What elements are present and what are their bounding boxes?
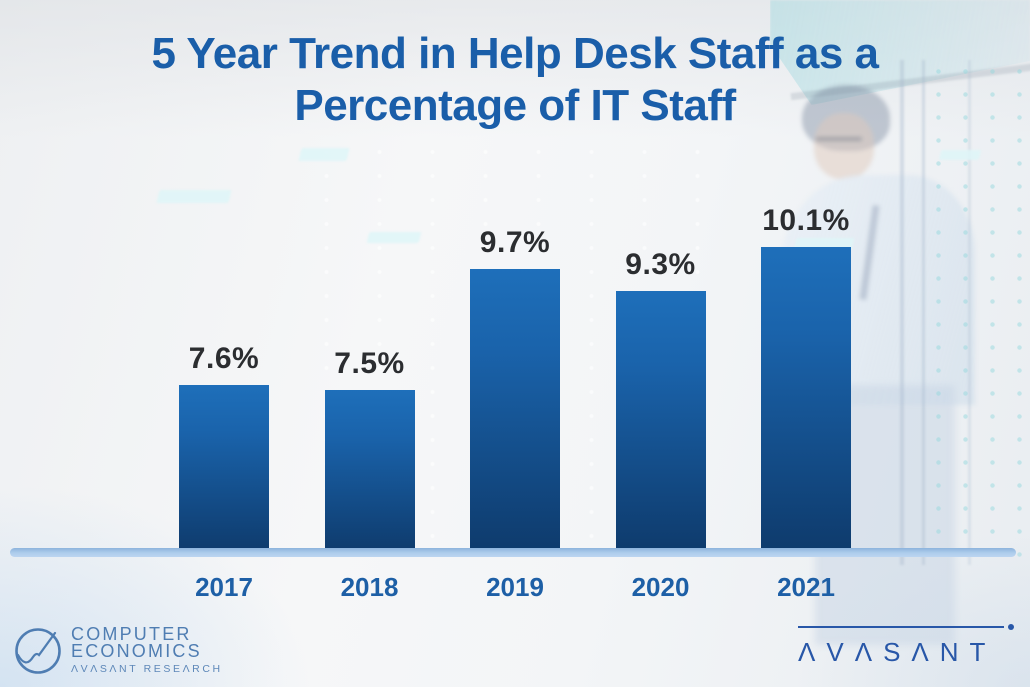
computer-economics-logo-text: COMPUTER ECONOMICS ΛVΛSΛNT RESEΛRCH [71, 625, 223, 675]
bar-group-2017: 7.6% 2017 [179, 342, 269, 602]
chart-title-line2: Percentage of IT Staff [294, 80, 736, 130]
bar-2017 [179, 384, 269, 555]
bar-group-2019: 9.7% 2019 [470, 226, 560, 602]
chart-title-line1: 5 Year Trend in Help Desk Staff as a [151, 29, 879, 78]
bar-value-label-2021: 10.1% [762, 204, 850, 237]
logo-text-computer: COMPUTER [71, 624, 192, 644]
logo-text-economics: ECONOMICS [71, 641, 202, 661]
x-axis-baseline [10, 548, 1016, 557]
chart-title: 5 Year Trend in Help Desk Staff as a Per… [0, 28, 1030, 132]
avasant-logo: ΛVΛSΛNT [798, 624, 1014, 668]
category-label-2021: 2021 [777, 572, 835, 602]
avasant-logo-dot [1008, 624, 1014, 630]
category-label-2019: 2019 [486, 572, 544, 602]
logo-text-avasant-research: ΛVΛSΛNT RESEΛRCH [71, 663, 223, 675]
avasant-logo-rule [798, 624, 1014, 630]
bar-value-label-2019: 9.7% [479, 226, 551, 259]
avasant-logo-text: ΛVΛSΛNT [798, 637, 997, 667]
category-label-2020: 2020 [631, 572, 690, 602]
bar-2019 [470, 269, 560, 555]
bar-2021 [761, 247, 851, 555]
computer-economics-logo: COMPUTER ECONOMICS ΛVΛSΛNT RESEΛRCH [14, 624, 223, 676]
category-label-2017: 2017 [195, 572, 253, 602]
bar-2018 [324, 390, 415, 555]
bar-group-2018: 7.5% 2018 [324, 347, 415, 602]
bar-value-label-2018: 7.5% [334, 347, 405, 380]
category-label-2018: 2018 [340, 572, 399, 602]
bar-2020 [615, 291, 706, 555]
bar-value-label-2020: 9.3% [625, 248, 696, 281]
computer-economics-logo-icon [15, 628, 61, 674]
bar-value-label-2017: 7.6% [188, 341, 260, 375]
bar-group-2021: 10.1% 2021 [761, 204, 851, 602]
